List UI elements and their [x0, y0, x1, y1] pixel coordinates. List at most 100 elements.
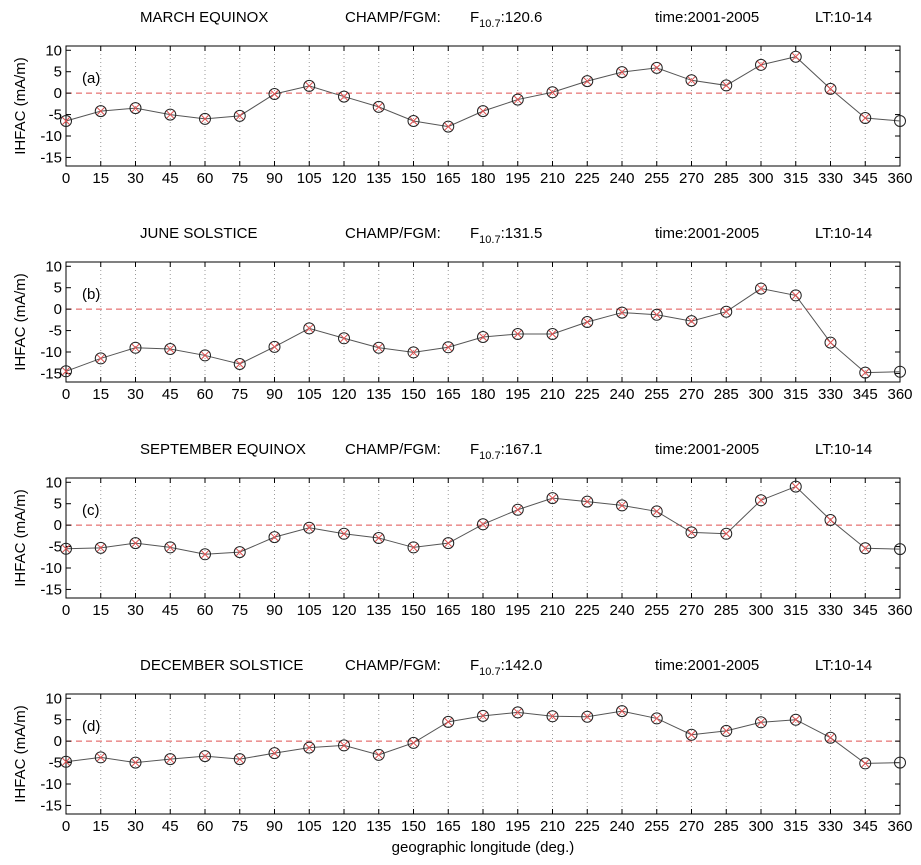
f107-value: :167.1: [501, 441, 543, 458]
data-point: [477, 331, 489, 343]
data-point: [338, 90, 350, 103]
x-tick-label: 105: [297, 386, 322, 403]
x-tick-label: 90: [266, 602, 283, 619]
data-point: [233, 358, 246, 370]
data-point: [511, 706, 524, 719]
chart-title-season: DECEMBER SOLSTICE: [140, 657, 303, 674]
data-point: [616, 66, 628, 79]
x-tick-label: 150: [401, 602, 426, 619]
x-tick-label: 150: [401, 386, 426, 403]
x-tick-label: 75: [231, 818, 248, 835]
x-tick-label: 180: [470, 170, 495, 187]
y-axis-label: IHFAC (mA/m): [12, 489, 29, 587]
f107-subscript: 10.7: [479, 18, 500, 30]
chart-title-time: time:2001-2005: [655, 225, 759, 242]
data-point: [894, 543, 906, 556]
x-tick-label: 60: [197, 386, 214, 403]
data-point: [60, 115, 72, 127]
x-tick-label: 195: [505, 818, 530, 835]
data-point: [338, 527, 350, 540]
data-point: [164, 753, 177, 766]
data-point: [685, 315, 698, 328]
x-tick-label: 45: [162, 602, 179, 619]
data-point: [407, 346, 420, 359]
chart-title-instrument: CHAMP/FGM:: [345, 225, 441, 242]
data-point: [442, 715, 455, 728]
data-point: [129, 102, 142, 115]
data-point: [511, 503, 524, 516]
data-point: [650, 308, 663, 321]
data-point: [546, 492, 559, 505]
x-tick-label: 285: [714, 386, 739, 403]
x-tick-label: 0: [62, 602, 70, 619]
y-tick-label: -15: [40, 581, 62, 598]
data-point: [616, 499, 628, 512]
x-tick-label: 135: [366, 602, 391, 619]
x-tick-label: 180: [470, 818, 495, 835]
data-point: [650, 505, 663, 518]
x-tick-label: 45: [162, 386, 179, 403]
x-tick-label: 270: [679, 818, 704, 835]
x-tick-label: 105: [297, 818, 322, 835]
x-tick-label: 195: [505, 170, 530, 187]
x-tick-label: 120: [331, 386, 356, 403]
data-point: [650, 61, 663, 74]
x-tick-label: 300: [748, 170, 773, 187]
chart-title-time: time:2001-2005: [655, 9, 759, 26]
data-point: [859, 366, 872, 379]
x-tick-label: 0: [62, 386, 70, 403]
x-tick-label: 90: [266, 818, 283, 835]
chart-title-lt: LT:10-14: [815, 441, 872, 458]
data-point: [372, 100, 385, 113]
x-tick-label: 225: [575, 602, 600, 619]
x-tick-label: 135: [366, 386, 391, 403]
x-tick-label: 240: [609, 818, 634, 835]
x-tick-label: 0: [62, 170, 70, 187]
data-point: [789, 289, 802, 302]
y-tick-label: 5: [54, 496, 62, 513]
x-tick-label: 345: [853, 170, 878, 187]
data-point: [442, 341, 455, 354]
x-tick-label: 255: [644, 386, 669, 403]
data-point: [720, 527, 733, 540]
f107-symbol: F: [470, 225, 479, 242]
x-tick-label: 15: [92, 386, 109, 403]
x-tick-label: 210: [540, 602, 565, 619]
y-tick-label: 10: [45, 42, 62, 59]
y-tick-label: 0: [54, 301, 62, 318]
y-tick-label: 0: [54, 517, 62, 534]
y-tick-label: -10: [40, 560, 62, 577]
x-tick-label: 195: [505, 602, 530, 619]
data-point: [859, 757, 872, 770]
x-tick-label: 45: [162, 170, 179, 187]
data-point: [268, 531, 281, 544]
data-point: [616, 705, 628, 718]
panel-label: (b): [82, 286, 100, 303]
x-tick-label: 255: [644, 170, 669, 187]
f107-symbol: F: [470, 657, 479, 674]
data-point: [164, 108, 177, 121]
x-tick-label: 360: [887, 170, 912, 187]
y-tick-label: -10: [40, 776, 62, 793]
x-tick-label: 75: [231, 602, 248, 619]
x-tick-label: 255: [644, 818, 669, 835]
data-point: [303, 79, 316, 92]
x-tick-label: 330: [818, 818, 843, 835]
x-tick-label: 75: [231, 170, 248, 187]
f107-symbol: F: [470, 441, 479, 458]
data-point: [685, 74, 698, 87]
data-point: [581, 316, 594, 328]
y-axis-label: IHFAC (mA/m): [12, 705, 29, 803]
x-tick-label: 360: [887, 602, 912, 619]
x-tick-label: 285: [714, 818, 739, 835]
data-point: [894, 365, 906, 378]
x-tick-label: 285: [714, 170, 739, 187]
y-tick-label: 0: [54, 733, 62, 750]
series-line: [65, 56, 901, 128]
x-tick-label: 270: [679, 602, 704, 619]
y-tick-label: -10: [40, 344, 62, 361]
chart-title-instrument: CHAMP/FGM:: [345, 9, 441, 26]
y-tick-label: -15: [40, 365, 62, 382]
chart-title-lt: LT:10-14: [815, 9, 872, 26]
data-point: [94, 105, 107, 118]
